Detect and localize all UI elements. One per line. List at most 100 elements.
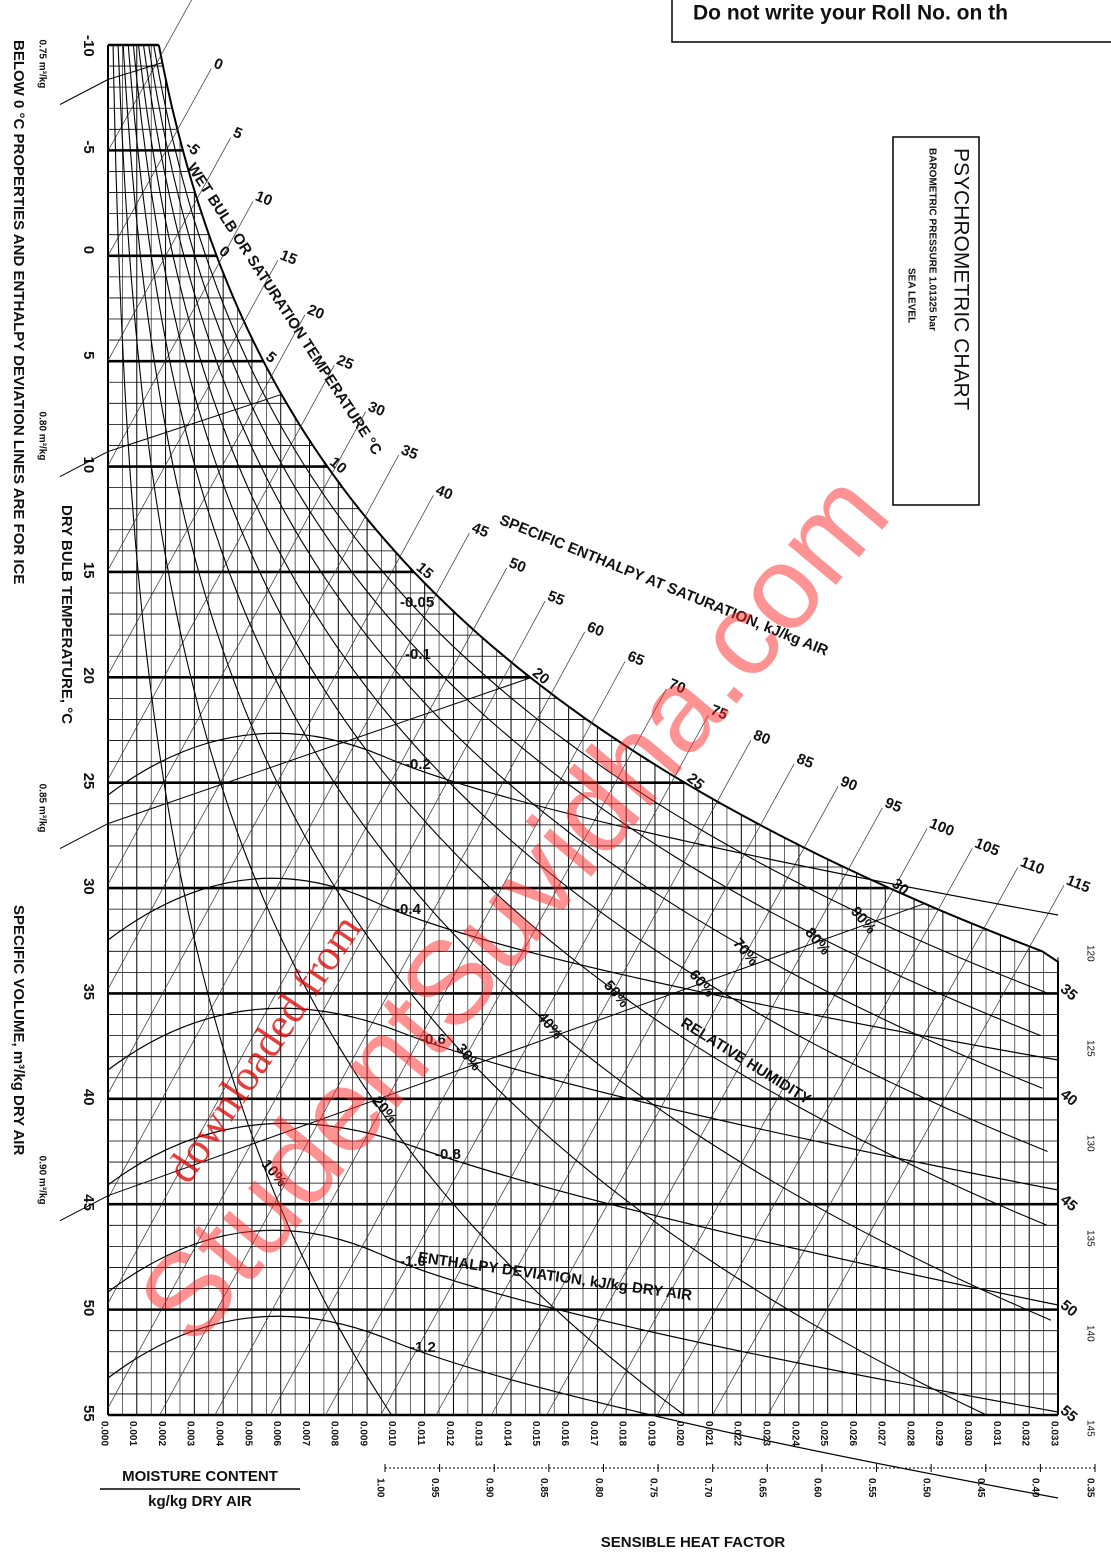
moisture-tick-label: 0.017: [588, 1421, 599, 1446]
shf-tick-label: 0.75: [647, 1478, 658, 1498]
chart-subtitle: BAROMETRIC PRESSURE 1.01325 bar: [926, 148, 937, 331]
enthalpy-line: [107, 411, 366, 885]
moisture-tick-label: 0.029: [933, 1421, 944, 1446]
shf-tick-label: 0.70: [702, 1478, 713, 1498]
wet-bulb-tick-label: 50: [1057, 1297, 1081, 1321]
rh-curve: [127, 44, 1052, 1321]
shf-tick-label: 0.40: [1030, 1478, 1041, 1498]
enthalpy-line: [107, 567, 507, 1304]
volume-tick-label: 0.90 m³/kg: [36, 1156, 47, 1205]
shf-tick-label: 0.95: [429, 1478, 440, 1498]
enthalpy-line: [380, 739, 752, 1416]
moisture-tick-label: 0.031: [991, 1421, 1002, 1446]
dry-bulb-tick-label: 25: [80, 773, 97, 790]
volume-tick-label: 0.80 m³/kg: [36, 412, 47, 461]
moisture-label: MOISTURE CONTENT: [122, 1468, 278, 1485]
rh-curve: [137, 44, 1048, 1153]
moisture-tick-label: 0.028: [904, 1421, 915, 1446]
volume-leader: [59, 79, 109, 105]
enthalpy-tick-label: 40: [433, 482, 455, 504]
moisture-tick-label: 0.030: [962, 1421, 973, 1446]
enthalpy-line: [107, 495, 434, 1094]
rh-curve: [153, 44, 1049, 995]
moisture-tick-label: 0.027: [876, 1421, 887, 1446]
enthalpy-tick-label: 30: [365, 398, 387, 420]
shf-tick-label: 0.35: [1084, 1478, 1095, 1498]
enthalpy-tick-label: 100: [927, 815, 957, 840]
enthalpy-edge-label: 135: [1084, 1230, 1095, 1247]
enthalpy-tick-label: 45: [469, 519, 491, 541]
shf-tick-label: 0.90: [484, 1478, 495, 1498]
enthalpy-line: [269, 688, 667, 1416]
enthalpy-line: [656, 848, 973, 1416]
wet-bulb-tick-label: 15: [413, 559, 437, 583]
moisture-tick-label: 0.018: [617, 1421, 628, 1446]
enthalpy-tick-label: 90: [838, 773, 860, 795]
rh-curve: [148, 44, 1041, 1037]
moisture-tick-label: 0.008: [329, 1421, 340, 1446]
deviation-tick-label: -0.8: [435, 1146, 461, 1163]
wet-bulb-tick-label: 55: [1057, 1402, 1081, 1426]
deviation-curve: [107, 1122, 1059, 1306]
shf-tick-label: 0.80: [593, 1478, 604, 1498]
enthalpy-line: [601, 828, 928, 1416]
moisture-tick-label: 0.009: [357, 1421, 368, 1446]
dry-bulb-tick-label: 50: [80, 1300, 97, 1317]
deviation-tick-label: -0.4: [395, 901, 422, 918]
moisture-tick-label: 0.002: [156, 1421, 167, 1446]
deviation-tick-label: -1.0: [400, 1253, 426, 1270]
volume-leader: [59, 823, 109, 850]
enthalpy-line: [107, 454, 399, 990]
ice-note: BELOW 0 °C PROPERTIES AND ENTHALPY DEVIA…: [10, 40, 27, 584]
enthalpy-tick-label: 5: [231, 124, 245, 143]
volume-line: [107, 62, 163, 80]
title-box: [892, 136, 980, 506]
rh-curve: [122, 44, 987, 1416]
enthalpy-tick-label: 95: [882, 794, 904, 816]
wet-bulb-tick-label: 10: [326, 454, 350, 478]
moisture-tick-label: 0.014: [501, 1421, 512, 1446]
dry-bulb-tick-label: 10: [80, 457, 97, 474]
shf-tick-label: 0.60: [811, 1478, 822, 1498]
enthalpy-line: [107, 365, 335, 780]
moisture-tick-label: 0.023: [760, 1421, 771, 1446]
volume-line: [107, 903, 925, 1197]
volume-tick-label: 0.75 m³/kg: [36, 39, 47, 88]
dry-bulb-tick-label: -5: [80, 140, 97, 153]
moisture-tick-label: 0.012: [444, 1421, 455, 1446]
enthalpy-tick-label: 110: [1018, 854, 1047, 879]
chart-subtitle2: SEA LEVEL: [905, 268, 916, 323]
enthalpy-tick-label: 35: [399, 441, 421, 463]
enthalpy-edge-label: 125: [1084, 1040, 1095, 1057]
enthalpy-line: [107, 532, 470, 1199]
moisture-tick-label: 0.013: [473, 1421, 484, 1446]
volume-line: [107, 393, 282, 453]
enthalpy-tick-label: 60: [585, 618, 607, 640]
deviation-tick-label: -0.6: [420, 1031, 446, 1048]
watermark: StudentSuvidha.com: [113, 448, 914, 1367]
shf-tick-label: 0.55: [866, 1478, 877, 1498]
moisture-tick-label: 0.026: [847, 1421, 858, 1446]
enthalpy-tick-label: 80: [751, 727, 773, 749]
wet-bulb-tick-label: 40: [1057, 1086, 1081, 1110]
moisture-tick-label: 0.024: [789, 1421, 800, 1446]
enthalpy-line: [107, 68, 212, 256]
moisture-tick-label: 0.019: [645, 1421, 656, 1446]
enthalpy-line: [107, 201, 254, 466]
notice: Do not write your Roll No. on th: [693, 2, 1008, 25]
moisture-tick-label: 0.000: [98, 1421, 109, 1446]
deviation-curve: [107, 732, 1059, 916]
rh-curve: [112, 44, 393, 1416]
enthalpy-line: [107, 137, 232, 361]
moisture-tick-label: 0.016: [559, 1421, 570, 1446]
wet-bulb-tick-label: 20: [529, 664, 553, 688]
shf-tick-label: 0.85: [538, 1478, 549, 1498]
deviation-tick-label: -1.2: [410, 1339, 436, 1356]
shf-tick-label: 0.50: [921, 1478, 932, 1498]
deviation-tick-label: -0.2: [405, 756, 431, 773]
wet-bulb-tick-label: 45: [1057, 1191, 1081, 1215]
moisture-tick-label: 0.001: [127, 1421, 138, 1446]
enthalpy-edge-label: 140: [1084, 1325, 1095, 1342]
